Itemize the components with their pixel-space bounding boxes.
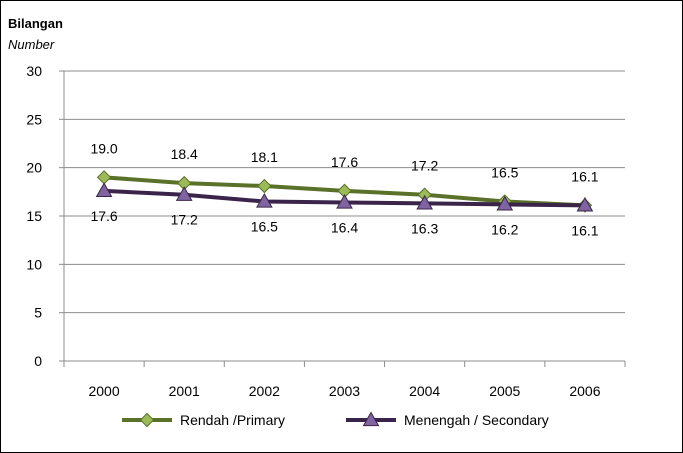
primary-marker [96,170,112,185]
legend-label-secondary: Menengah / Secondary [404,412,549,428]
secondary-marker [255,192,273,208]
x-tick-label: 2005 [489,383,520,399]
y-tick-label: 20 [26,160,42,176]
x-tick-label: 2001 [169,383,200,399]
x-tick-label: 2002 [249,383,280,399]
x-tick-labels: 2000 2001 2002 2003 2004 2005 2006 [88,383,600,399]
secondary-marker [175,186,193,201]
legend-marker-secondary [362,411,380,427]
legend-label-primary: Rendah /Primary [180,412,285,428]
primary-marker [257,178,272,194]
y-tick-label: 15 [26,208,42,224]
x-tick-label: 2006 [569,383,600,399]
primary-data-label: 16.5 [491,165,518,181]
secondary-marker [496,195,514,211]
secondary-data-label: 17.2 [171,212,198,228]
y-tick-labels: 0 5 10 15 20 25 30 [26,63,42,369]
primary-data-label: 18.1 [251,149,278,165]
y-tick-label: 30 [26,63,42,79]
axes [59,70,626,367]
y-tick-label: 0 [34,353,42,369]
y-axis-subtitle: Number [8,37,55,52]
x-tick-label: 2000 [88,383,119,399]
data-labels: 19.0 18.4 18.1 17.6 17.2 16.5 16.1 17.6 17.2 16.5… [90,140,598,238]
secondary-data-label: 16.1 [571,222,598,238]
x-tick-label: 2004 [409,383,440,399]
y-tick-label: 10 [26,256,42,272]
secondary-data-label: 16.4 [331,219,358,235]
secondary-data-label: 17.6 [90,208,117,224]
y-axis-title: Bilangan [8,16,63,31]
legend-marker-primary [139,412,155,428]
gridlines [64,70,625,314]
primary-data-label: 17.6 [331,154,358,170]
secondary-data-label: 16.3 [411,220,438,236]
secondary-marker [416,194,434,210]
primary-data-label: 18.4 [171,146,198,162]
x-tick-label: 2003 [329,383,360,399]
primary-data-label: 19.0 [90,140,117,156]
primary-data-label: 16.1 [571,168,598,184]
secondary-marker [336,193,353,209]
secondary-marker [95,182,113,197]
legend: Rendah /Primary Menengah / Secondary [122,411,549,428]
series-group [95,170,594,213]
y-tick-label: 5 [34,305,42,321]
y-tick-label: 25 [26,111,42,127]
secondary-data-label: 16.2 [491,221,518,237]
secondary-marker [576,196,594,212]
secondary-data-label: 16.5 [251,219,278,235]
primary-data-label: 17.2 [411,158,438,174]
